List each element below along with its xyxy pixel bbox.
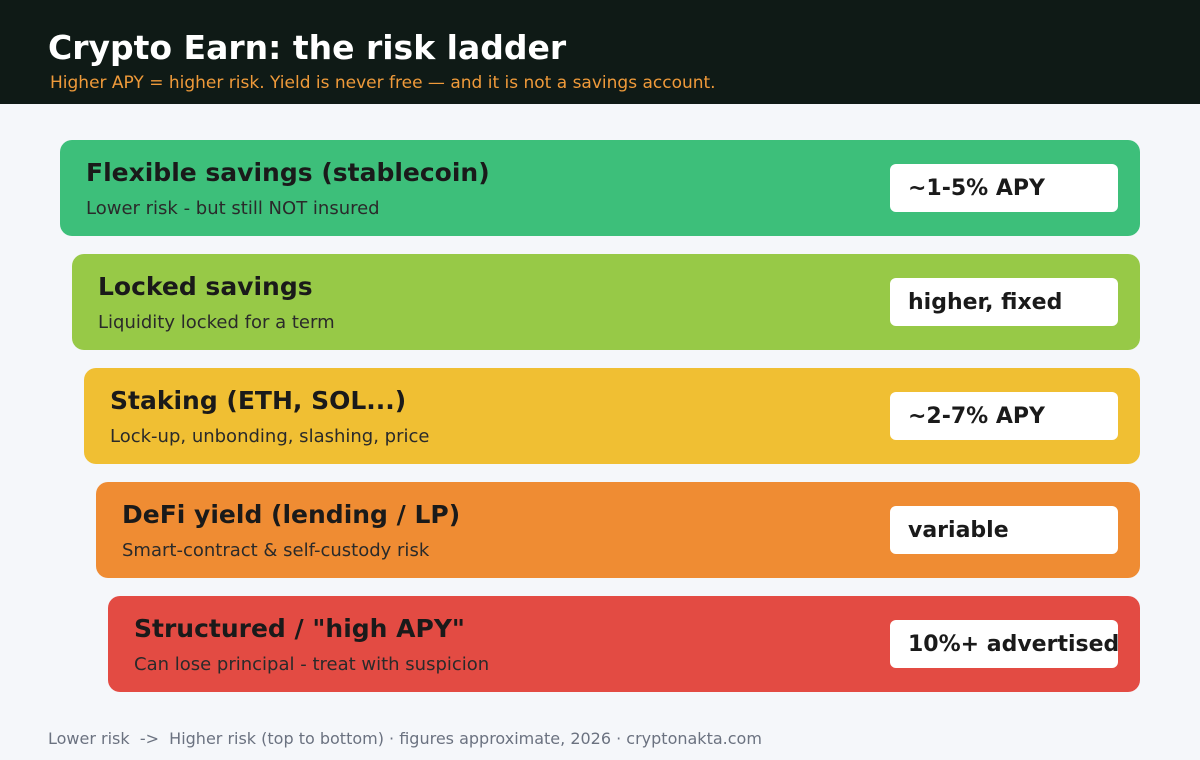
tier-description: Lower risk - but still NOT insured <box>86 198 380 219</box>
badge: variable <box>890 506 1118 554</box>
badge: higher, fixed <box>890 278 1118 326</box>
badge: ~1-5% APY <box>890 164 1118 212</box>
tier-card: Locked savings Liquidity locked for a ter… <box>72 254 1140 350</box>
tier-name: DeFi yield (lending / LP) <box>122 500 461 529</box>
title: Crypto Earn: the risk ladder <box>48 28 567 67</box>
badge-text: higher, fixed <box>908 290 1063 315</box>
header: Crypto Earn: the risk ladder Higher APY … <box>0 0 1200 104</box>
tier-name: Structured / "high APY" <box>134 614 465 643</box>
tier-description: Lock-up, unbonding, slashing, price <box>110 426 430 447</box>
tier-description: Smart-contract & self-custody risk <box>122 540 430 561</box>
tier-card: DeFi yield (lending / LP) Smart-contract … <box>96 482 1140 578</box>
badge: 10%+ advertised <box>890 620 1120 668</box>
badge-text: 10%+ advertised <box>908 632 1120 657</box>
tier-name: Staking (ETH, SOL...) <box>110 386 407 415</box>
footer: Lower risk -> Higher risk (top to bottom… <box>48 729 762 748</box>
subtitle: Higher APY = higher risk. Yield is never… <box>50 73 716 93</box>
badge-text: ~1-5% APY <box>908 176 1045 201</box>
tier-description: Can lose principal - treat with suspicio… <box>134 654 490 675</box>
tier-card: Staking (ETH, SOL...) Lock-up, unbonding,… <box>84 368 1140 464</box>
tier-description: Liquidity locked for a term <box>98 312 335 333</box>
tier-name: Locked savings <box>98 272 313 301</box>
tier-name: Flexible savings (stablecoin) <box>86 158 490 187</box>
badge: ~2-7% APY <box>890 392 1118 440</box>
tier-card: Flexible savings (stablecoin) Lower risk … <box>60 140 1140 236</box>
badge-text: variable <box>908 518 1009 543</box>
tier-card: Structured / "high APY" Can lose principa… <box>108 596 1140 692</box>
badge-text: ~2-7% APY <box>908 404 1045 429</box>
